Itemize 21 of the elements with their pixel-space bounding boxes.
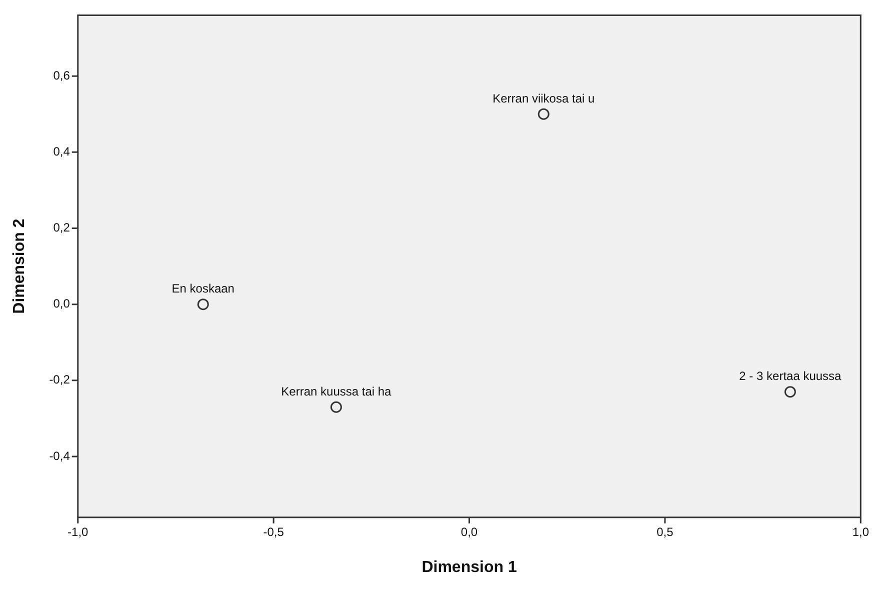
point	[197, 298, 209, 310]
series-label: 2 - 3 kertaa kuussa	[739, 369, 842, 384]
y-tick-label: 0,0	[53, 296, 70, 311]
y-tick-label: 0,6	[53, 68, 70, 82]
point	[330, 401, 342, 413]
series-label: Kerran viikosa tai u	[492, 91, 595, 106]
y-tick-label: -0,2	[49, 372, 70, 387]
y-axis-title: Dimension 2	[11, 218, 28, 314]
y-tick-label: 0,2	[53, 220, 70, 235]
x-tick-label: -1,0	[68, 524, 89, 539]
point	[538, 108, 550, 120]
point	[784, 386, 796, 398]
x-tick-label: 1,0	[852, 524, 870, 539]
x-tick-label: 0,5	[656, 524, 674, 539]
y-tick-label: -0,4	[49, 448, 70, 463]
series-label: En koskaan	[172, 282, 234, 296]
series-label: Kerran kuussa tai ha	[281, 384, 392, 398]
y-tick-label: 0,4	[53, 144, 70, 158]
x-tick-label: -0,5	[263, 524, 284, 539]
x-axis-title: Dimension 1	[422, 558, 517, 576]
x-tick-label: 0,0	[460, 524, 478, 539]
